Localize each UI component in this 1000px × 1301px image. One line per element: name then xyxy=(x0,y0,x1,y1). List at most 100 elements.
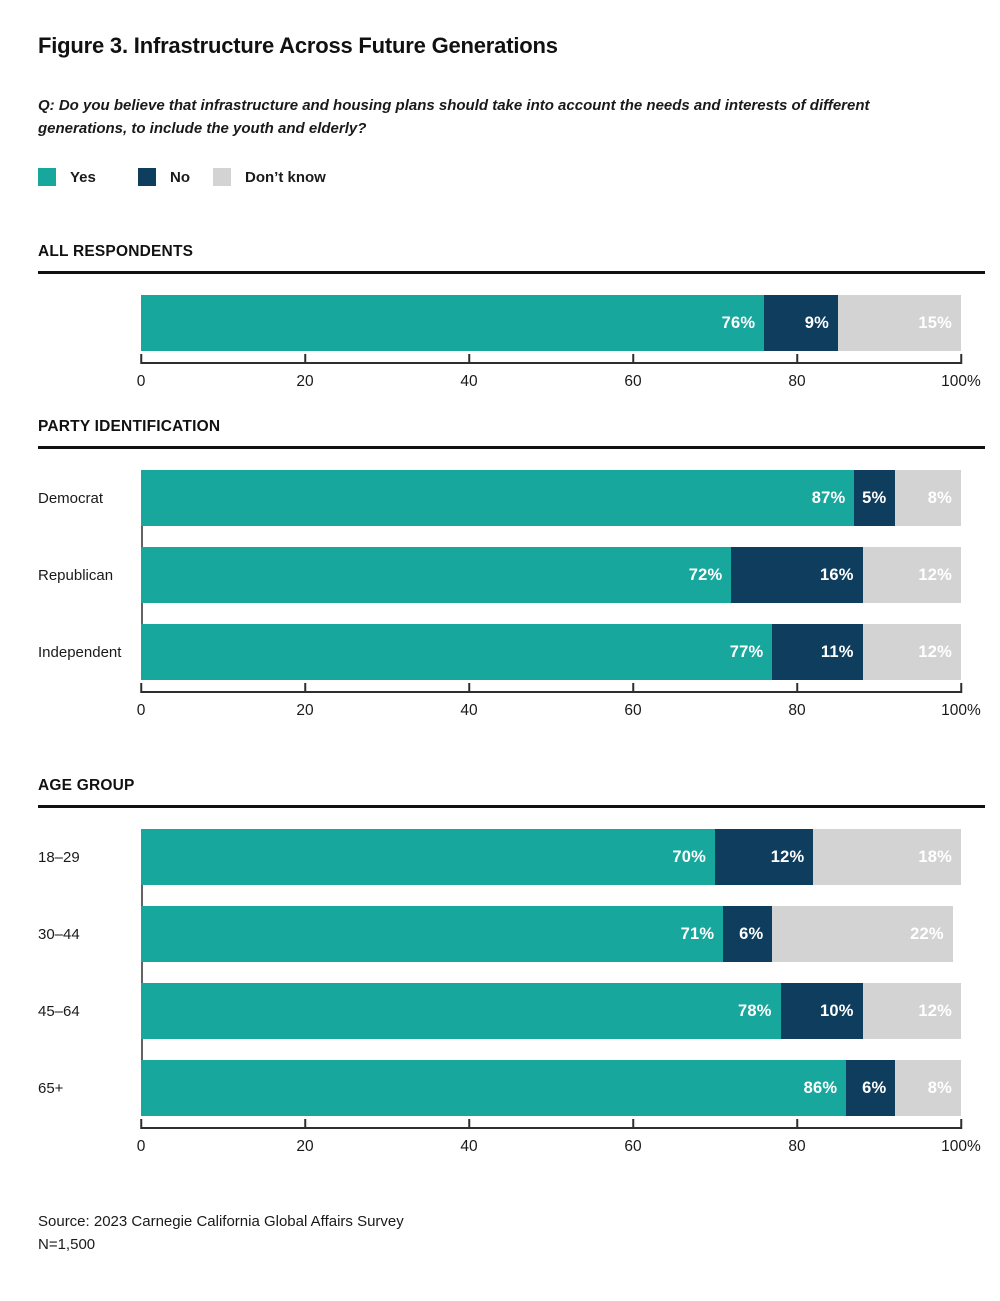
axis-tick-label: 40 xyxy=(460,702,478,719)
axis-tick xyxy=(468,354,470,364)
survey-question: Q: Do you believe that infrastructure an… xyxy=(38,97,870,137)
bar-segment-dont-know: 22% xyxy=(772,906,953,962)
axis-tick xyxy=(960,354,962,364)
category-label: Independent xyxy=(38,643,122,661)
bar-segment-no: 6% xyxy=(846,1060,896,1116)
plot-area: Democrat 87% 5% 8% Republican 72% 16% 12% Indepe… xyxy=(38,470,985,727)
axis-tick xyxy=(796,683,798,693)
value-label: 6% xyxy=(739,924,764,943)
value-label: 72% xyxy=(688,565,723,584)
bar-row: 18–29 70% 12% 18% xyxy=(38,829,985,885)
bar-segment-yes: 77% xyxy=(141,624,773,680)
axis-tick-label: 40 xyxy=(460,373,478,390)
bar-row: Republican 72% 16% 12% xyxy=(38,547,985,603)
bar-segment-dont-know: 18% xyxy=(813,829,961,885)
bar-segment-no: 6% xyxy=(723,906,773,962)
sample-size: N=1,500 xyxy=(38,1235,96,1253)
bar-segment-dont-know: 8% xyxy=(895,1060,961,1116)
value-label: 11% xyxy=(820,642,854,661)
bar-segment-dont-know: 12% xyxy=(862,547,961,603)
bar-track: 78% 10% 12% xyxy=(141,983,961,1039)
axis-tick-label: 20 xyxy=(296,1138,314,1155)
axis-tick xyxy=(140,683,142,693)
axis-tick-label: 80 xyxy=(788,702,806,719)
axis-tick-label: 100% xyxy=(941,702,981,719)
bar-track: 71% 6% 22% xyxy=(141,906,961,962)
y-axis-line xyxy=(141,829,143,1116)
axis-tick-label: 0 xyxy=(136,702,146,719)
axis-tick-label: 100% xyxy=(941,1138,981,1155)
value-label: 12% xyxy=(918,1001,952,1020)
bar-rows: 18–29 70% 12% 18% 30–44 71% 6% 22% 45–64 78% 10% 12… xyxy=(38,829,985,1116)
value-label: 70% xyxy=(672,847,706,866)
bar-segment-no: 5% xyxy=(854,470,896,526)
axis-tick-label: 100% xyxy=(941,373,981,390)
plot-area: 18–29 70% 12% 18% 30–44 71% 6% 22% 45–64 78% 10% 12… xyxy=(38,829,985,1163)
x-axis: 0 20 40 60 80 100% xyxy=(137,354,981,398)
bar-rows: Democrat 87% 5% 8% Republican 72% 16% 12% Indepe… xyxy=(38,470,985,680)
value-label: 6% xyxy=(862,1078,887,1097)
axis-tick xyxy=(468,683,470,693)
axis-tick-label: 20 xyxy=(296,702,314,719)
chart-section-party-identification: PARTY IDENTIFICATION Democrat 87% 5% 8% Repub… xyxy=(38,418,985,727)
axis-tick xyxy=(140,354,142,364)
value-label: 78% xyxy=(737,1001,772,1020)
bar-segment-dont-know: 15% xyxy=(837,295,961,351)
axis-tick-label: 60 xyxy=(624,702,642,719)
legend-label: No xyxy=(170,168,190,186)
value-label: 12% xyxy=(770,847,805,866)
bar-segment-yes: 71% xyxy=(141,906,724,962)
x-axis: 0 20 40 60 80 100% xyxy=(137,1119,981,1163)
source-note: Source: 2023 Carnegie California Global … xyxy=(38,1211,985,1256)
value-label: 9% xyxy=(804,313,829,332)
plot-area: 76% 9% 15% 0 20 40 60 80 100% xyxy=(38,295,985,398)
axis-tick xyxy=(796,354,798,364)
value-label: 71% xyxy=(680,924,715,943)
category-label: Democrat xyxy=(38,489,104,507)
axis-tick-label: 60 xyxy=(624,1138,642,1155)
value-label: 86% xyxy=(803,1078,838,1097)
bar-segment-yes: 86% xyxy=(141,1060,847,1116)
bar-segment-dont-know: 12% xyxy=(862,983,961,1039)
bar-segment-no: 16% xyxy=(731,547,863,603)
section-heading: ALL RESPONDENTS xyxy=(38,243,985,274)
bar-segment-dont-know: 8% xyxy=(895,470,961,526)
bar-row: 45–64 78% 10% 12% xyxy=(38,983,985,1039)
axis-tick-label: 40 xyxy=(460,1138,478,1155)
value-label: 8% xyxy=(927,1078,952,1097)
bar-row: 65+ 86% 6% 8% xyxy=(38,1060,985,1116)
value-label: 12% xyxy=(918,565,952,584)
bar-rows: 76% 9% 15% xyxy=(38,295,985,351)
axis-tick xyxy=(632,354,634,364)
bar-row: 30–44 71% 6% 22% xyxy=(38,906,985,962)
value-label: 12% xyxy=(918,642,952,661)
legend-swatch-no-icon xyxy=(138,168,156,186)
axis-tick xyxy=(960,1119,962,1129)
bar-row: Democrat 87% 5% 8% xyxy=(38,470,985,526)
bar-track: 87% 5% 8% xyxy=(141,470,961,526)
axis-tick xyxy=(304,354,306,364)
bar-row: Independent 77% 11% 12% xyxy=(38,624,985,680)
axis-tick-label: 80 xyxy=(788,1138,806,1155)
category-label: 45–64 xyxy=(38,1002,80,1020)
value-label: 15% xyxy=(918,313,952,332)
charts-container: ALL RESPONDENTS 76% 9% 15% 0 20 40 60 80 100% PART… xyxy=(38,243,985,1163)
legend-swatch-yes-icon xyxy=(38,168,56,186)
legend: Yes No Don’t know xyxy=(38,168,985,186)
axis-tick xyxy=(304,683,306,693)
bar-segment-no: 10% xyxy=(780,983,863,1039)
axis-tick-label: 0 xyxy=(136,1138,146,1155)
bar-track: 86% 6% 8% xyxy=(141,1060,961,1116)
bar-segment-no: 11% xyxy=(772,624,863,680)
bar-segment-yes: 70% xyxy=(141,829,715,885)
category-label: 18–29 xyxy=(38,848,80,866)
axis-tick xyxy=(632,683,634,693)
bar-track: 77% 11% 12% xyxy=(141,624,961,680)
source-line: Source: 2023 Carnegie California Global … xyxy=(38,1213,404,1230)
category-label: Republican xyxy=(38,566,114,584)
bar-segment-yes: 87% xyxy=(141,470,855,526)
category-label: 30–44 xyxy=(38,925,80,943)
category-label: 65+ xyxy=(38,1079,64,1097)
value-label: 22% xyxy=(910,924,944,943)
